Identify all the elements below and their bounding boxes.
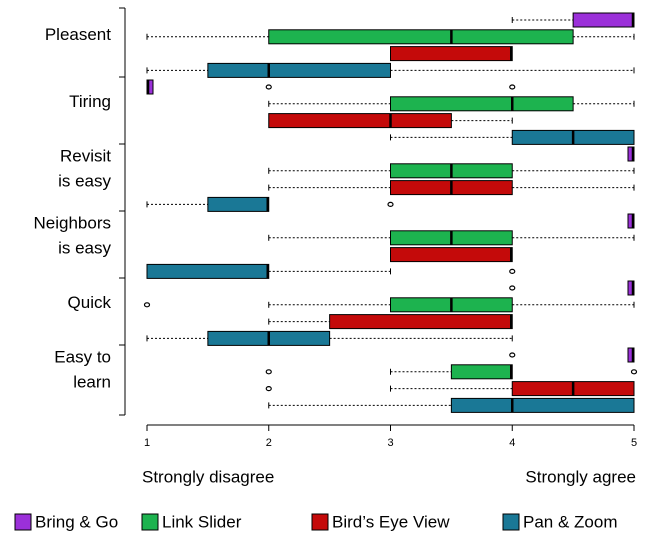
x-tick-label: 1 [144, 437, 150, 449]
legend-swatch [141, 513, 159, 531]
category-label: Quick [68, 293, 112, 312]
outlier [630, 369, 638, 375]
box [268, 29, 574, 45]
x-tick-label: 5 [631, 437, 637, 449]
box [207, 62, 391, 78]
legend-swatch [311, 513, 329, 531]
outlier [509, 84, 516, 90]
category-label: Revisit [60, 146, 111, 165]
category-label: is easy [58, 171, 111, 190]
legend-label: Bring & Go [35, 512, 118, 531]
outlier [509, 352, 516, 358]
box [450, 397, 635, 413]
x-label-right: Strongly agree [525, 467, 636, 486]
legend-label: Pan & Zoom [523, 512, 618, 531]
box [390, 96, 574, 112]
box [390, 46, 513, 62]
outlier [387, 201, 394, 207]
outlier [509, 285, 516, 291]
x-label-left: Strongly disagree [142, 467, 274, 486]
box [390, 247, 513, 263]
category-label: is easy [58, 238, 111, 257]
outlier [143, 302, 151, 308]
outlier [265, 386, 272, 392]
box [572, 12, 635, 28]
x-tick-label: 4 [509, 437, 515, 449]
category-label: Easy to [54, 347, 111, 366]
legend-label: Link Slider [162, 512, 242, 531]
x-tick-label: 3 [387, 437, 393, 449]
outlier [265, 369, 272, 375]
category-label: Pleasent [45, 25, 111, 44]
category-label: Neighbors [34, 213, 112, 232]
outlier [265, 84, 272, 90]
outlier [509, 268, 516, 274]
box [329, 314, 513, 330]
box [146, 263, 270, 279]
category-label: Tiring [69, 92, 111, 111]
x-tick-label: 2 [266, 437, 272, 449]
box [268, 113, 452, 129]
legend-swatch [502, 513, 520, 531]
category-label: learn [73, 372, 111, 391]
legend-swatch [14, 513, 32, 531]
legend-label: Bird’s Eye View [332, 512, 450, 531]
box [207, 196, 270, 212]
box [450, 364, 513, 380]
